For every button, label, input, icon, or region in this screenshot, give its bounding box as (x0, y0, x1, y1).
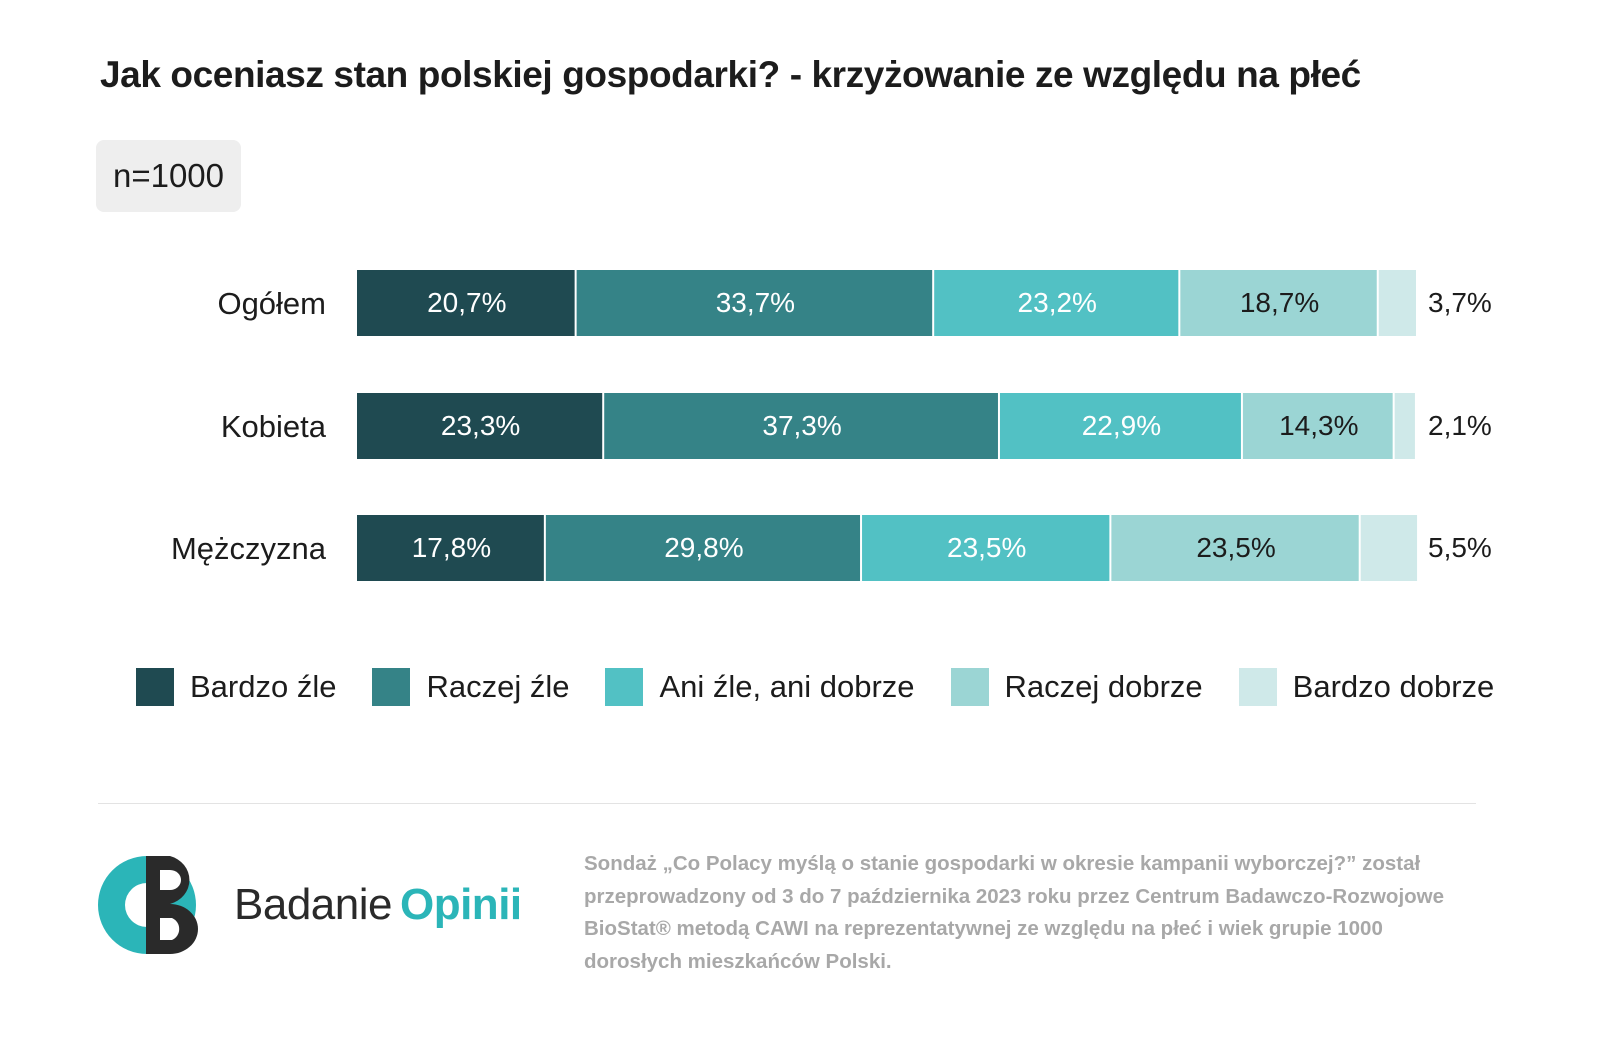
data-label: 5,5% (1428, 532, 1492, 563)
data-label: 18,7% (1240, 287, 1319, 318)
bar-segment (576, 270, 933, 336)
legend-swatch (372, 668, 411, 706)
legend-item: Bardzo źle (136, 668, 336, 706)
data-label: 23,2% (1018, 287, 1097, 318)
bar-segment (604, 393, 998, 459)
bar-segment (1180, 270, 1377, 336)
footer-divider (98, 803, 1476, 804)
bar-segment (1360, 515, 1418, 581)
legend-swatch (1238, 668, 1277, 706)
legend-item: Raczej dobrze (950, 668, 1203, 706)
legend-item: Bardzo dobrze (1238, 668, 1495, 706)
bar-segment (862, 515, 1110, 581)
sample-size-badge: n=1000 (96, 140, 241, 212)
legend-swatch (950, 668, 989, 706)
chart-legend: Bardzo źle Raczej źle Ani źle, ani dobrz… (136, 668, 1530, 706)
brand-logo: Badanie Opinii (98, 856, 522, 954)
logo-mark-icon (98, 856, 198, 954)
bar-segment (357, 393, 603, 459)
bar-segment (1378, 270, 1416, 336)
legend-label: Ani źle, ani dobrze (659, 669, 915, 704)
legend-label: Raczej źle (426, 669, 570, 704)
category-label: Mężczyzna (171, 531, 327, 566)
chart-title: Jak oceniasz stan polskiej gospodarki? -… (100, 54, 1361, 95)
stacked-bar-chart: Ogółem 20,7% 33,7% 23,2% 18,7% 3,7% Kobieta 23,… (171, 270, 1492, 581)
logo-text-badanie: Badanie (234, 880, 392, 929)
data-label: 14,3% (1279, 410, 1358, 441)
data-label: 37,3% (762, 410, 841, 441)
legend-item: Raczej źle (372, 668, 569, 706)
category-label: Ogółem (217, 286, 326, 321)
data-label: 23,5% (1196, 532, 1275, 563)
bar-segment (357, 270, 575, 336)
data-label: 3,7% (1428, 287, 1492, 318)
bar-segment (999, 393, 1241, 459)
bar-segment (1242, 393, 1393, 459)
data-label: 22,9% (1082, 410, 1161, 441)
legend-label: Bardzo źle (190, 669, 337, 704)
data-label: 17,8% (412, 532, 491, 563)
legend-label: Bardzo dobrze (1292, 669, 1495, 704)
data-label: 23,5% (947, 532, 1026, 563)
legend-swatch (136, 668, 174, 706)
bar-segment (545, 515, 861, 581)
legend-label: Raczej dobrze (1004, 669, 1203, 704)
bar-segment (1394, 393, 1415, 459)
bar-segment (1111, 515, 1359, 581)
legend-swatch (605, 668, 644, 706)
bar-segment (934, 270, 1179, 336)
data-label: 23,3% (441, 410, 520, 441)
survey-footnote: Sondaż „Co Polacy myślą o stanie gospoda… (584, 852, 1445, 973)
legend-item: Ani źle, ani dobrze (605, 668, 915, 706)
category-label: Kobieta (221, 409, 327, 444)
logo-text-opinii: Opinii (399, 880, 522, 929)
data-label: 20,7% (427, 287, 506, 318)
data-label: 2,1% (1428, 410, 1492, 441)
bar-segment (357, 515, 544, 581)
data-label: 33,7% (716, 287, 795, 318)
data-label: 29,8% (664, 532, 743, 563)
